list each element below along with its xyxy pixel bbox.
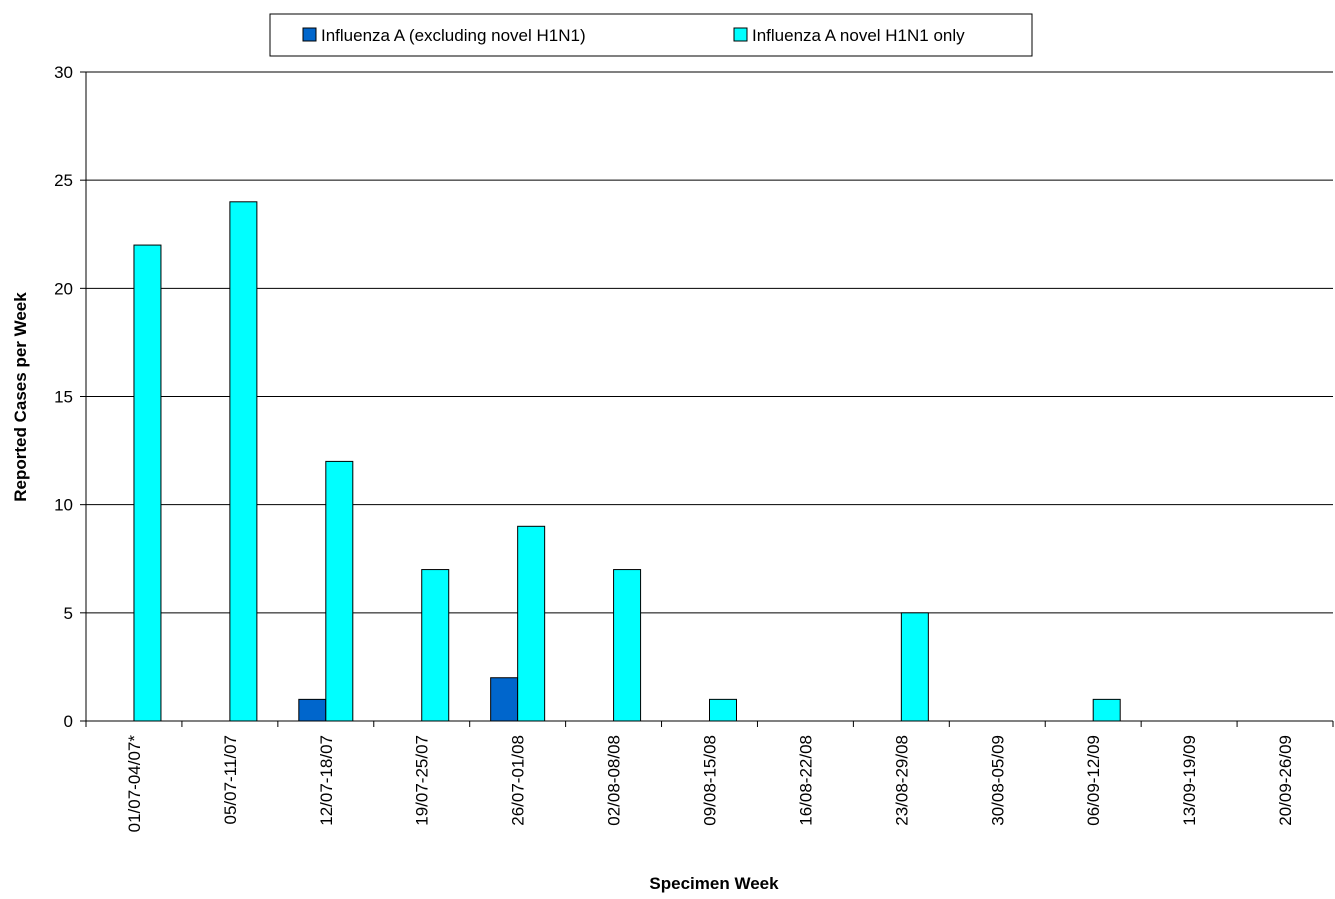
legend-label-series-1: Influenza A (excluding novel H1N1) <box>321 26 586 45</box>
x-tick-label: 05/07-11/07 <box>221 735 240 824</box>
y-tick-label: 15 <box>54 388 73 407</box>
y-tick-label: 30 <box>54 63 73 82</box>
x-tick-label: 06/09-12/09 <box>1084 735 1103 826</box>
bars <box>133 201 1121 722</box>
legend-box <box>269 13 1033 57</box>
bar-influenza-a-excl-h1n1-2 <box>298 698 327 722</box>
y-tick-labels: 0 5 10 15 20 25 30 <box>54 63 73 731</box>
y-tick-label: 10 <box>54 496 73 515</box>
bar-influenza-a-novel-h1n1-6 <box>709 698 737 722</box>
x-tick-label: 02/08-08/08 <box>605 735 624 826</box>
bar-influenza-a-novel-h1n1-8 <box>900 612 929 722</box>
y-tick-label: 5 <box>64 604 73 623</box>
x-tick-label: 16/08-22/08 <box>796 735 815 826</box>
gridlines <box>86 71 1333 614</box>
x-tick-label: 30/08-05/09 <box>988 735 1007 826</box>
x-tick-label: 01/07-04/07* <box>125 735 144 833</box>
legend-label-series-2: Influenza A novel H1N1 only <box>752 26 965 45</box>
legend-swatch-series-1 <box>302 27 317 42</box>
x-tick-label: 12/07-18/07 <box>317 735 336 826</box>
y-axis-title: Reported Cases per Week <box>11 292 30 502</box>
x-tick-label: 19/07-25/07 <box>413 735 432 826</box>
x-axis-title: Specimen Week <box>649 874 779 893</box>
x-tick-label: 20/09-26/09 <box>1276 735 1295 826</box>
x-tick-labels: 01/07-04/07* 05/07-11/07 12/07-18/07 19/07-… <box>125 735 1295 833</box>
x-tick-label: 13/09-19/09 <box>1180 735 1199 826</box>
x-tick-label: 23/08-29/08 <box>892 735 911 826</box>
bar-influenza-a-novel-h1n1-5 <box>613 569 642 722</box>
axes <box>80 71 1334 727</box>
y-tick-label: 0 <box>64 712 73 731</box>
legend: Influenza A (excluding novel H1N1) Influ… <box>269 13 1033 57</box>
legend-swatch-series-2 <box>733 27 748 42</box>
bar-influenza-a-excl-h1n1-4 <box>490 677 519 722</box>
y-tick-label: 25 <box>54 171 73 190</box>
bar-influenza-a-novel-h1n1-4 <box>517 525 546 722</box>
x-tick-label: 09/08-15/08 <box>701 735 720 826</box>
bar-influenza-a-novel-h1n1-2 <box>325 460 354 722</box>
bar-influenza-a-novel-h1n1-3 <box>421 569 450 722</box>
x-tick-label: 26/07-01/08 <box>509 735 528 826</box>
y-tick-label: 20 <box>54 279 73 298</box>
bar-influenza-a-novel-h1n1-1 <box>229 201 258 722</box>
bar-influenza-a-novel-h1n1-10 <box>1092 698 1121 722</box>
bar-influenza-a-novel-h1n1-0 <box>133 244 162 722</box>
